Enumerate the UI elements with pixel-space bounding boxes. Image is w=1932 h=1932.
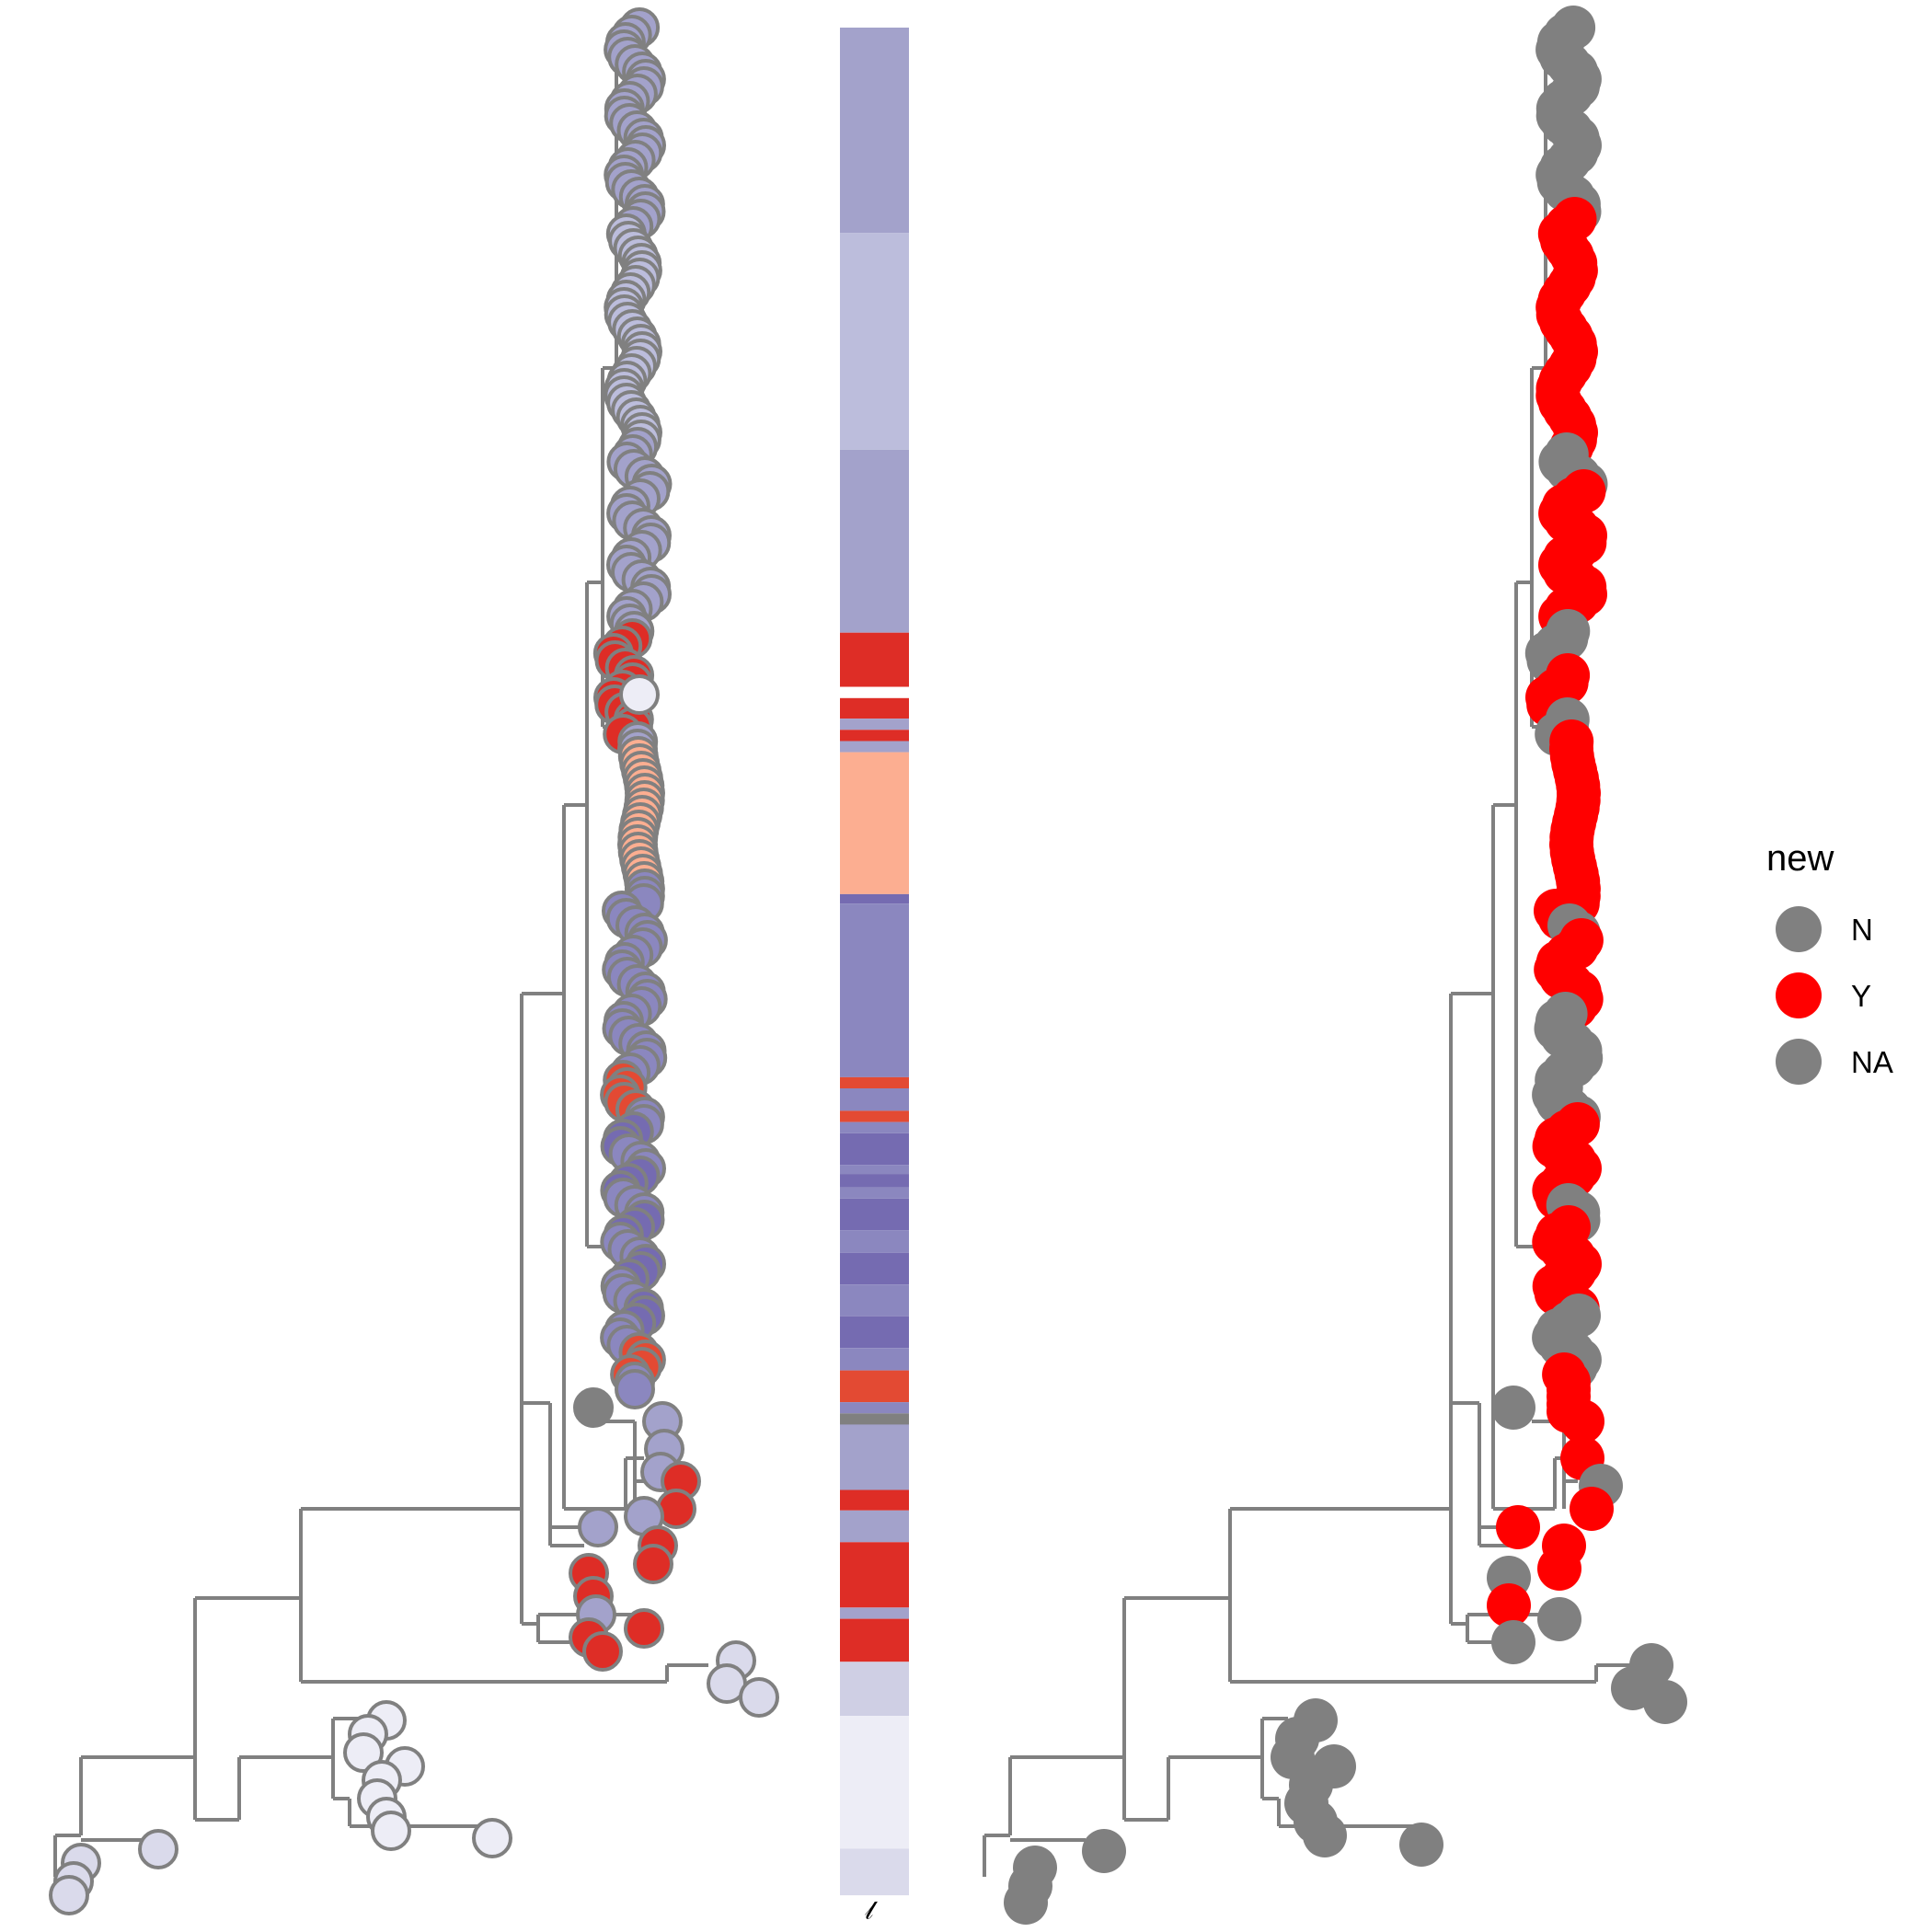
left-tree-tip	[573, 1387, 614, 1428]
strip-block	[840, 1607, 909, 1619]
strip-block	[840, 1716, 909, 1849]
right-tree-tips	[1004, 6, 1687, 1925]
left-tree-tip	[582, 1631, 623, 1672]
right-tree-tip	[1560, 1399, 1604, 1443]
left-tree-tip	[615, 1369, 655, 1409]
strip-block	[840, 1165, 909, 1175]
legend-label: Y	[1851, 979, 1871, 1013]
left-tree-tips	[49, 7, 779, 1915]
strip-block	[840, 28, 909, 234]
right-tree-tip	[1004, 1880, 1048, 1925]
strip-block	[840, 741, 909, 753]
strip-block	[840, 1848, 909, 1896]
strip-block	[840, 1618, 909, 1662]
right-tree-tip	[1496, 1505, 1540, 1549]
left-tree-tip	[619, 674, 660, 715]
strip-block	[840, 1133, 909, 1166]
left-tree-tip	[739, 1677, 779, 1718]
legend-items: NY NA	[1776, 906, 1893, 1085]
legend-key	[1776, 972, 1822, 1018]
strip-block	[840, 1348, 909, 1371]
right-tree	[983, 6, 1687, 1925]
strip-block	[840, 719, 909, 730]
legend-key	[1776, 906, 1822, 952]
right-tree-tip	[1082, 1829, 1126, 1873]
strip-block	[840, 1121, 909, 1133]
strip-block	[840, 686, 909, 698]
left-tree-tip	[472, 1818, 512, 1858]
right-tree-tip	[1537, 1597, 1581, 1641]
strip-block	[840, 1230, 909, 1253]
left-tree-tip	[138, 1829, 178, 1869]
strip-block	[840, 1510, 909, 1543]
strip-block	[840, 1076, 909, 1089]
strip-block	[840, 730, 909, 742]
legend: new NY NA	[1766, 838, 1893, 1085]
right-tree-tip	[1399, 1823, 1443, 1867]
strip-block	[840, 1402, 909, 1414]
strip-block	[840, 752, 909, 894]
strip-block	[840, 903, 909, 1077]
strip-block	[840, 233, 909, 450]
strip-block	[840, 1198, 909, 1231]
left-tree-tip	[633, 1544, 673, 1584]
strip-block	[840, 1662, 909, 1717]
strip-block	[840, 1187, 909, 1199]
strip-block	[840, 1316, 909, 1349]
strip-label: 𝓁	[865, 1896, 878, 1925]
strip-block	[840, 1284, 909, 1317]
legend-key	[1776, 1039, 1822, 1085]
strip-block	[840, 1252, 909, 1285]
strip-block	[840, 893, 909, 903]
strip-block	[840, 1110, 909, 1122]
strip-block	[840, 697, 909, 719]
right-tree-tip	[1570, 1487, 1614, 1531]
right-tree-tip	[1487, 1583, 1531, 1627]
heatmap-strip	[840, 28, 909, 1896]
strip-block	[840, 1088, 909, 1111]
left-tree-tip	[49, 1875, 89, 1915]
strip-block	[840, 1413, 909, 1425]
left-tree	[49, 7, 779, 1915]
right-tree-tip	[1537, 1547, 1581, 1591]
legend-label: N	[1851, 913, 1873, 947]
strip-block	[840, 1489, 909, 1511]
strip-block	[840, 1370, 909, 1403]
legend-title: new	[1766, 838, 1834, 879]
strip-block	[840, 1424, 909, 1490]
right-tree-tip	[1643, 1680, 1687, 1724]
left-tree-tip	[578, 1507, 618, 1547]
legend-label: NA	[1851, 1045, 1893, 1079]
strip-block	[840, 449, 909, 633]
left-tree-branches	[53, 69, 708, 1877]
strip-block	[840, 1174, 909, 1188]
left-tree-tip	[371, 1811, 411, 1851]
right-tree-tip	[1491, 1386, 1535, 1430]
left-tree-tip	[624, 1608, 664, 1649]
strip-block	[840, 632, 909, 687]
right-tree-tip	[1491, 1620, 1535, 1664]
left-tree-tip	[343, 1732, 384, 1773]
right-tree-tip	[1303, 1813, 1347, 1857]
strip-block	[840, 1542, 909, 1608]
